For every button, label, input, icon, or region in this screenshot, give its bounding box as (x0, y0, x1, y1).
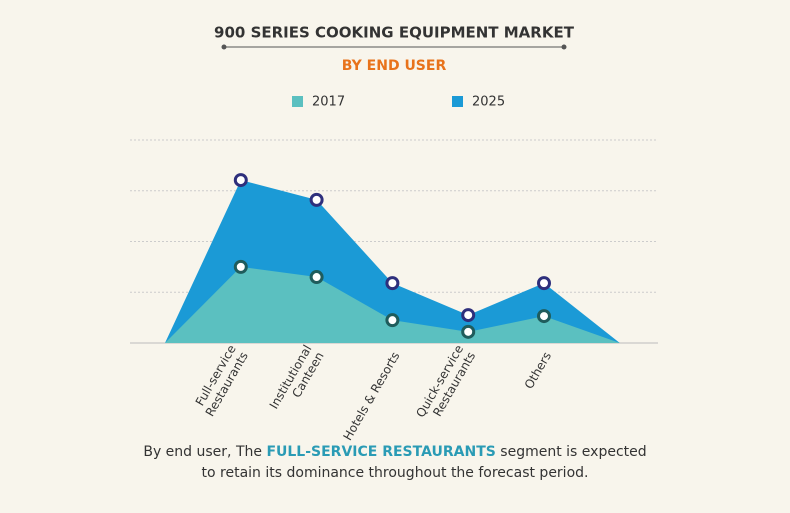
annotation-text: By end user, The (143, 444, 262, 460)
annotation: to retain its dominance throughout the f… (202, 465, 589, 481)
marker (385, 276, 400, 291)
area (165, 266, 620, 343)
marker (309, 192, 324, 207)
marker (233, 259, 248, 274)
marker (537, 276, 551, 291)
marker (461, 324, 476, 339)
marker (385, 313, 400, 328)
chart-subtitle: BY END USER (342, 58, 447, 74)
annotation-highlight: FULL-SERVICE RESTAURANTS (266, 444, 495, 460)
marker (233, 173, 248, 188)
annotation-text: segment is expected (500, 444, 646, 460)
legend-swatch (292, 96, 303, 107)
legend-swatch (452, 96, 463, 107)
rule-dot (561, 44, 567, 50)
legend-label: 2017 (312, 95, 345, 110)
marker (537, 309, 551, 324)
marker (309, 270, 324, 285)
chart-title: 900 SERIES COOKING EQUIPMENT MARKET (214, 24, 575, 42)
rule-dot (221, 44, 227, 50)
marker (461, 308, 476, 323)
annotation: By end user, The FULL-SERVICE RESTAURANT… (143, 444, 646, 460)
legend-label: 2025 (472, 95, 505, 110)
